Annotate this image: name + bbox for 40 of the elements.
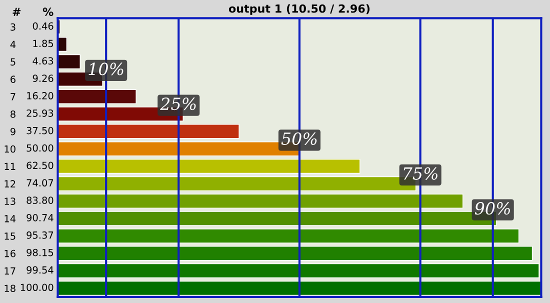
data-label: 50.00 bbox=[26, 144, 54, 152]
ref-line-label: 50% bbox=[281, 132, 317, 145]
y-tick-label: 9 bbox=[10, 128, 16, 136]
y-tick-label: 17 bbox=[4, 267, 16, 274]
chart-title: output 1 (10.50 / 2.96) bbox=[228, 4, 370, 15]
y-tick-label: 14 bbox=[4, 215, 16, 222]
y-axis-title: # bbox=[12, 8, 21, 16]
ref-line-label: 25% bbox=[160, 98, 196, 110]
data-label: 90.74 bbox=[26, 214, 54, 222]
y-tick-label: 16 bbox=[4, 250, 16, 258]
data-label: 100.00 bbox=[20, 284, 54, 292]
data-label: 9.26 bbox=[32, 74, 54, 82]
data-label: 62.50 bbox=[26, 162, 54, 170]
y-tick-label: 7 bbox=[10, 93, 16, 100]
data-label: 1.85 bbox=[33, 40, 54, 48]
data-label: 0.46 bbox=[32, 22, 54, 30]
data-label: 4.63 bbox=[32, 57, 54, 65]
data-label: 74.07 bbox=[26, 179, 54, 187]
text: % bbox=[42, 8, 54, 16]
data-label: 83.80 bbox=[26, 196, 54, 204]
y-tick-label: 18 bbox=[4, 284, 16, 292]
y-tick-label: 11 bbox=[4, 162, 16, 170]
data-label: 99.54 bbox=[26, 266, 54, 274]
data-label: 37.50 bbox=[26, 126, 54, 134]
y-tick-label: 5 bbox=[10, 58, 16, 66]
ref-line-label: 10% bbox=[88, 62, 124, 76]
y-tick-label: 8 bbox=[10, 110, 16, 118]
data-label: 95.37 bbox=[26, 231, 54, 239]
ref-line-label: 75% bbox=[404, 167, 438, 180]
data-label: 16.20 bbox=[27, 92, 54, 100]
y-tick-label: 4 bbox=[10, 40, 16, 48]
y-tick-label: 10 bbox=[4, 145, 16, 153]
data-label: 25.93 bbox=[26, 109, 54, 117]
y-tick-label: 6 bbox=[10, 76, 16, 83]
y-tick-label: 3 bbox=[10, 23, 16, 31]
data-label: 98.15 bbox=[26, 248, 54, 256]
y-tick-label: 12 bbox=[4, 180, 16, 188]
y-tick-label: 13 bbox=[4, 198, 16, 205]
y-tick-label: 15 bbox=[4, 232, 16, 240]
ref-line-label: 90% bbox=[474, 202, 510, 215]
